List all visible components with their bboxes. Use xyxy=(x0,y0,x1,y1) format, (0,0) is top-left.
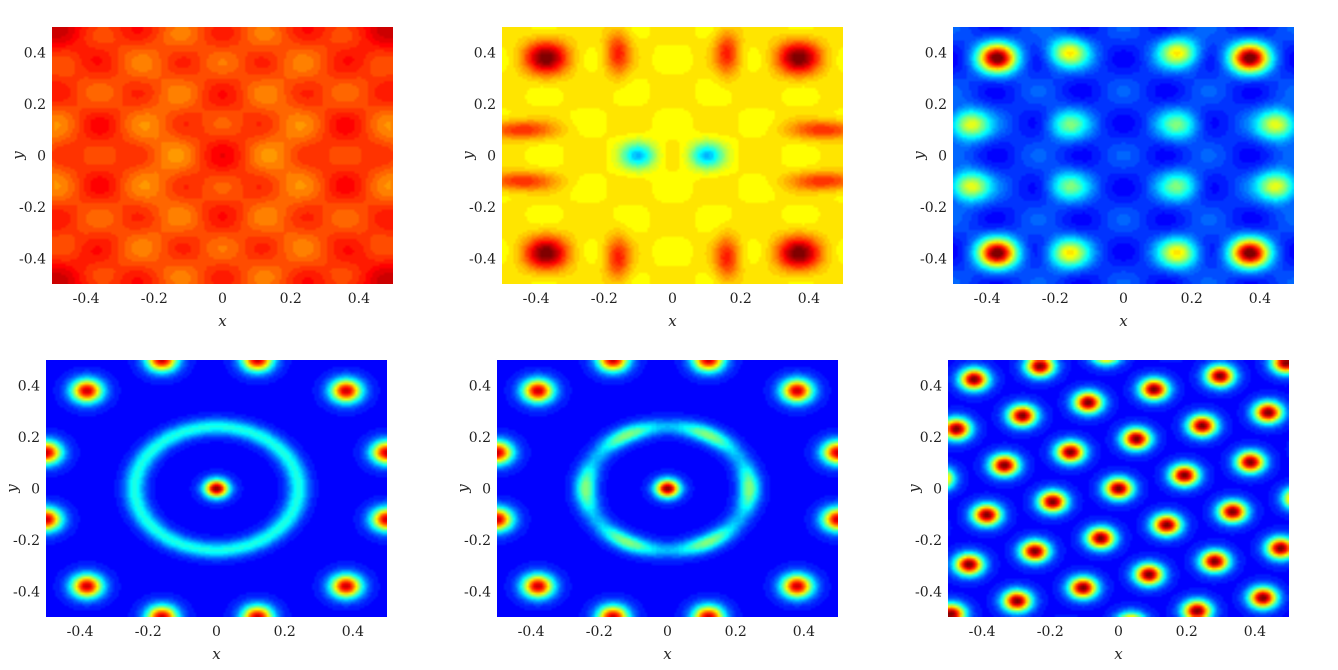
x-tick-label: 0.2 xyxy=(725,624,747,640)
x-axis-label: x xyxy=(1114,645,1123,663)
y-tick-label: -0.4 xyxy=(915,584,942,600)
y-tick-label: 0.4 xyxy=(925,46,947,62)
chart-panel-2: -0.4 -0.2 0 0.2 0.4 -0.4 -0.2 0 0.2 0.4 x y xyxy=(459,27,843,330)
y-tick-label: 0.4 xyxy=(24,46,46,62)
y-tick-label: 0.2 xyxy=(469,430,491,446)
y-tick-label: 0.2 xyxy=(24,97,46,113)
x-tick-label: 0.2 xyxy=(730,291,752,307)
x-tick-label: -0.2 xyxy=(141,291,168,307)
x-tick-label: 0.2 xyxy=(280,291,302,307)
heatmap-field xyxy=(953,27,1294,284)
x-tick-label: -0.4 xyxy=(523,291,550,307)
y-tick-label: -0.2 xyxy=(469,200,496,216)
heatmap-field xyxy=(497,360,838,617)
y-tick-label: 0 xyxy=(487,149,496,165)
y-tick-label: 0.4 xyxy=(920,379,942,395)
x-tick-label: -0.4 xyxy=(974,291,1001,307)
x-axis-label: x xyxy=(218,312,227,330)
x-tick-label: 0.2 xyxy=(1176,624,1198,640)
y-tick-label: -0.4 xyxy=(920,251,947,267)
chart-panel-3: -0.4 -0.2 0 0.2 0.4 -0.4 -0.2 0 0.2 0.4 x y xyxy=(910,27,1294,330)
y-tick-label: 0.2 xyxy=(18,430,40,446)
x-tick-label: 0 xyxy=(218,291,227,307)
chart-panel-1: -0.4 -0.2 0 0.2 0.4 -0.4 -0.2 0 0.2 0.4 x y xyxy=(9,27,393,330)
y-tick-label: -0.4 xyxy=(19,251,46,267)
x-tick-label: 0 xyxy=(1119,291,1128,307)
x-axis-label: x xyxy=(663,645,672,663)
y-tick-label: -0.2 xyxy=(920,200,947,216)
y-tick-label: 0.2 xyxy=(925,97,947,113)
y-tick-label: -0.2 xyxy=(19,200,46,216)
y-axis-label: y xyxy=(3,484,21,494)
x-tick-label: 0.4 xyxy=(342,624,364,640)
y-tick-label: 0.4 xyxy=(18,379,40,395)
x-tick-label: -0.2 xyxy=(1042,291,1069,307)
y-tick-label: 0 xyxy=(938,149,947,165)
y-tick-label: 0 xyxy=(933,482,942,498)
y-axis-label: y xyxy=(459,151,477,161)
x-axis-label: x xyxy=(668,312,677,330)
x-axis-label: x xyxy=(1119,312,1128,330)
heatmap-field xyxy=(46,360,387,617)
x-tick-label: 0.2 xyxy=(1181,291,1203,307)
heatmap-field xyxy=(948,360,1289,617)
x-tick-label: -0.2 xyxy=(586,624,613,640)
y-axis-label: y xyxy=(910,151,928,161)
x-axis-label: x xyxy=(212,645,221,663)
x-tick-label: 0 xyxy=(1114,624,1123,640)
x-tick-label: 0 xyxy=(212,624,221,640)
y-tick-label: 0.2 xyxy=(920,430,942,446)
y-axis-label: y xyxy=(454,484,472,494)
x-tick-label: -0.2 xyxy=(1037,624,1064,640)
y-tick-label: 0.2 xyxy=(474,97,496,113)
y-tick-label: 0.4 xyxy=(474,46,496,62)
x-tick-label: -0.2 xyxy=(591,291,618,307)
x-tick-label: 0.4 xyxy=(798,291,820,307)
x-tick-label: 0.4 xyxy=(348,291,370,307)
x-tick-label: 0 xyxy=(663,624,672,640)
y-tick-label: 0 xyxy=(37,149,46,165)
y-tick-label: -0.2 xyxy=(915,533,942,549)
x-tick-label: 0.4 xyxy=(1244,624,1266,640)
x-tick-label: -0.4 xyxy=(969,624,996,640)
x-tick-label: -0.4 xyxy=(67,624,94,640)
y-tick-label: -0.2 xyxy=(464,533,491,549)
x-tick-label: -0.2 xyxy=(135,624,162,640)
y-tick-label: -0.4 xyxy=(469,251,496,267)
heatmap-field xyxy=(52,27,393,284)
y-axis-label: y xyxy=(9,151,27,161)
x-tick-label: 0.4 xyxy=(1249,291,1271,307)
x-tick-label: 0 xyxy=(668,291,677,307)
y-tick-label: -0.4 xyxy=(464,584,491,600)
chart-panel-6: -0.4 -0.2 0 0.2 0.4 -0.4 -0.2 0 0.2 0.4 x y xyxy=(905,360,1289,663)
y-tick-label: -0.2 xyxy=(13,533,40,549)
chart-panel-4: -0.4 -0.2 0 0.2 0.4 -0.4 -0.2 0 0.2 0.4 x y xyxy=(3,360,387,663)
y-tick-label: 0 xyxy=(31,482,40,498)
y-tick-label: 0 xyxy=(482,482,491,498)
x-tick-label: 0.4 xyxy=(793,624,815,640)
x-tick-label: -0.4 xyxy=(73,291,100,307)
y-tick-label: -0.4 xyxy=(13,584,40,600)
y-tick-label: 0.4 xyxy=(469,379,491,395)
y-axis-label: y xyxy=(905,484,923,494)
x-tick-label: -0.4 xyxy=(518,624,545,640)
x-tick-label: 0.2 xyxy=(274,624,296,640)
chart-panel-5: -0.4 -0.2 0 0.2 0.4 -0.4 -0.2 0 0.2 0.4 x y xyxy=(454,360,838,663)
heatmap-field xyxy=(502,27,843,284)
